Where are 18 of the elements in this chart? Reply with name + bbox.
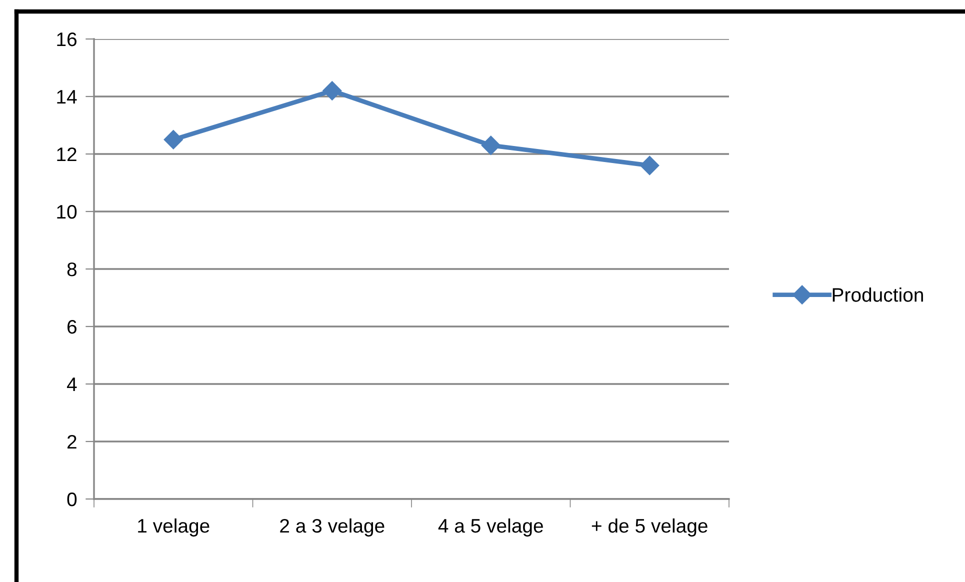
y-tick-label: 6: [68, 320, 76, 334]
x-tick-label: + de 5 velage: [592, 518, 708, 537]
y-tick-label: 4: [66, 378, 77, 392]
y-tick-label: 12: [57, 147, 76, 162]
point: [640, 156, 660, 176]
y-tick-label: 0: [67, 492, 77, 506]
legend-label: Production: [832, 288, 923, 302]
point: [481, 136, 500, 155]
x-tick-label: 4 a 5 velage: [438, 518, 543, 537]
point: [322, 81, 342, 100]
y-tick-label: 2: [68, 434, 76, 449]
y-tick-label: 10: [57, 204, 77, 219]
x-tick-label: 1 velage: [138, 518, 210, 537]
point: [164, 130, 183, 150]
x-tick-label: 2 a 3 velage: [280, 518, 384, 537]
y-tick-label: 16: [57, 32, 76, 46]
y-tick-label: 14: [57, 90, 77, 104]
y-tick-label: 8: [67, 262, 76, 276]
